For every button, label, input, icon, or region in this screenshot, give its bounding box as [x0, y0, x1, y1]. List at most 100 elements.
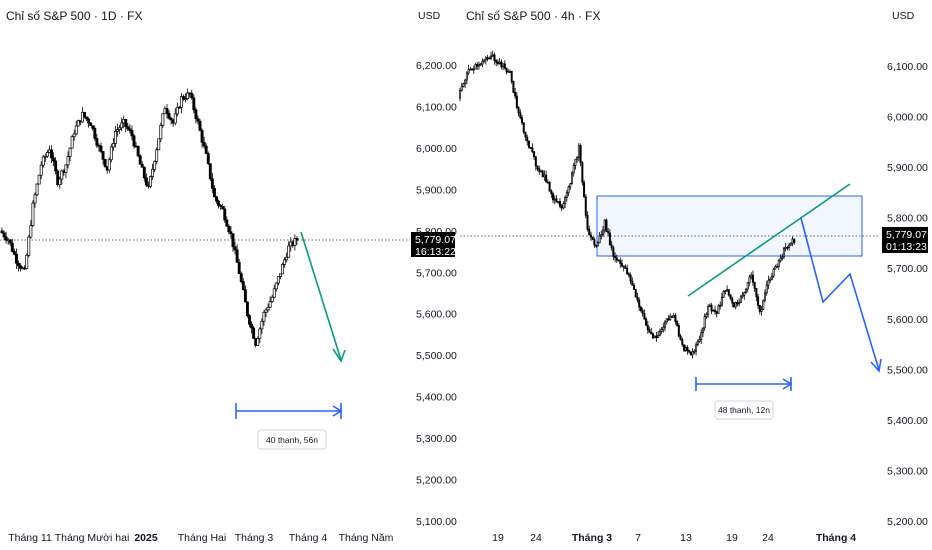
candle-body: [70, 136, 74, 149]
candle-body: [741, 294, 744, 298]
candle-body: [514, 91, 517, 97]
candle-body: [524, 131, 527, 138]
middle-unit-label: USD: [418, 10, 441, 22]
candle-body: [738, 302, 741, 305]
right-y-tick-label: 5,200.00: [887, 516, 928, 528]
candle-body: [208, 163, 212, 180]
candle-body: [503, 63, 506, 69]
candle-body: [243, 289, 247, 303]
candle-body: [527, 140, 530, 148]
right-price-badge: [882, 227, 928, 253]
candle-body: [734, 302, 737, 308]
candle-body: [698, 339, 701, 342]
candle-body: [245, 301, 249, 316]
candle-body: [701, 327, 704, 334]
candle-body: [548, 182, 551, 192]
left-measure-label: 40 thanh, 56n: [266, 435, 318, 445]
middle-y-tick-label: 6,000.00: [416, 143, 457, 155]
candle-body: [490, 55, 493, 59]
candle-body: [295, 238, 299, 241]
candle-body: [202, 141, 206, 147]
candle-body: [204, 145, 208, 154]
candle-body: [159, 125, 163, 140]
candle-body: [739, 296, 742, 304]
candle-body: [167, 113, 171, 119]
candle-body: [707, 306, 710, 315]
candle-body: [586, 214, 589, 230]
middle-y-tick-label: 5,200.00: [416, 475, 457, 487]
right-resistance-zone: [596, 195, 863, 257]
left-x-axis: Tháng 11 Tháng Mười hai 2025 Tháng Hai Tháng…: [8, 532, 393, 544]
right-y-ticks: 5,200.00 5,300.00 5,400.00 5,500.00 5,600.00…: [887, 61, 928, 528]
candle-body: [669, 315, 672, 321]
candle-body: [657, 334, 660, 339]
candle-body: [41, 156, 45, 166]
candle-body: [272, 288, 276, 298]
candle-body: [636, 296, 639, 301]
candle-body: [483, 59, 486, 62]
candle-body: [760, 309, 763, 312]
candle-body: [54, 160, 58, 172]
left-candles: [0, 88, 299, 348]
candle-body: [605, 219, 608, 232]
left-chart-title: Chỉ số S&P 500 · 1D · FX: [6, 9, 143, 23]
candle-body: [120, 122, 124, 129]
candle-body: [727, 289, 730, 296]
candle-body: [576, 156, 579, 160]
candle-body: [686, 347, 689, 352]
candle-body: [626, 268, 629, 275]
candle-body: [565, 192, 568, 198]
candle-body: [484, 57, 487, 61]
candle-body: [552, 193, 555, 201]
candle-body: [60, 170, 64, 180]
right-measure-label: 48 thanh, 12n: [718, 405, 770, 415]
candle-body: [486, 57, 489, 60]
candle-body: [17, 262, 20, 267]
right-x-tick-label: 24: [530, 532, 542, 544]
middle-y-tick-label: 5,100.00: [416, 516, 457, 528]
candle-body: [68, 147, 72, 157]
candle-body: [219, 204, 223, 207]
candle-body: [664, 321, 667, 328]
candle-body: [268, 301, 272, 308]
candle-body: [612, 247, 615, 257]
candle-body: [784, 246, 787, 249]
candle-body: [627, 273, 630, 276]
candle-body: [595, 244, 598, 247]
candle-body: [293, 238, 297, 246]
candle-body: [712, 309, 715, 312]
candle-body: [593, 239, 596, 246]
candle-body: [278, 273, 282, 277]
candle-body: [260, 320, 264, 330]
candle-body: [144, 177, 148, 186]
candle-body: [667, 318, 670, 321]
candle-body: [274, 282, 278, 290]
candle-body: [529, 146, 532, 149]
candle-body: [781, 256, 784, 259]
candle-body: [29, 225, 33, 238]
left-x-tick-label: Tháng Mười hai: [55, 532, 130, 544]
candle-body: [72, 133, 76, 138]
candle-body: [658, 331, 661, 336]
candle-body: [695, 344, 698, 352]
left-projection-arrow: [300, 231, 342, 361]
candle-body: [633, 284, 636, 290]
candle-body: [101, 151, 105, 160]
candle-body: [689, 351, 692, 356]
candle-body: [43, 155, 47, 158]
candle-body: [33, 194, 37, 204]
candle-body: [729, 294, 732, 299]
candle-body: [4, 236, 8, 241]
candle-body: [515, 95, 518, 108]
candle-body: [700, 332, 703, 340]
candle-body: [774, 266, 777, 270]
candle-body: [0, 230, 4, 234]
right-y-tick-label: 5,800.00: [887, 213, 928, 225]
candle-body: [550, 190, 553, 195]
candle-body: [472, 68, 475, 71]
candle-body: [731, 297, 734, 304]
candle-body: [252, 327, 256, 339]
candle-body: [558, 201, 561, 207]
candle-body: [151, 168, 155, 177]
